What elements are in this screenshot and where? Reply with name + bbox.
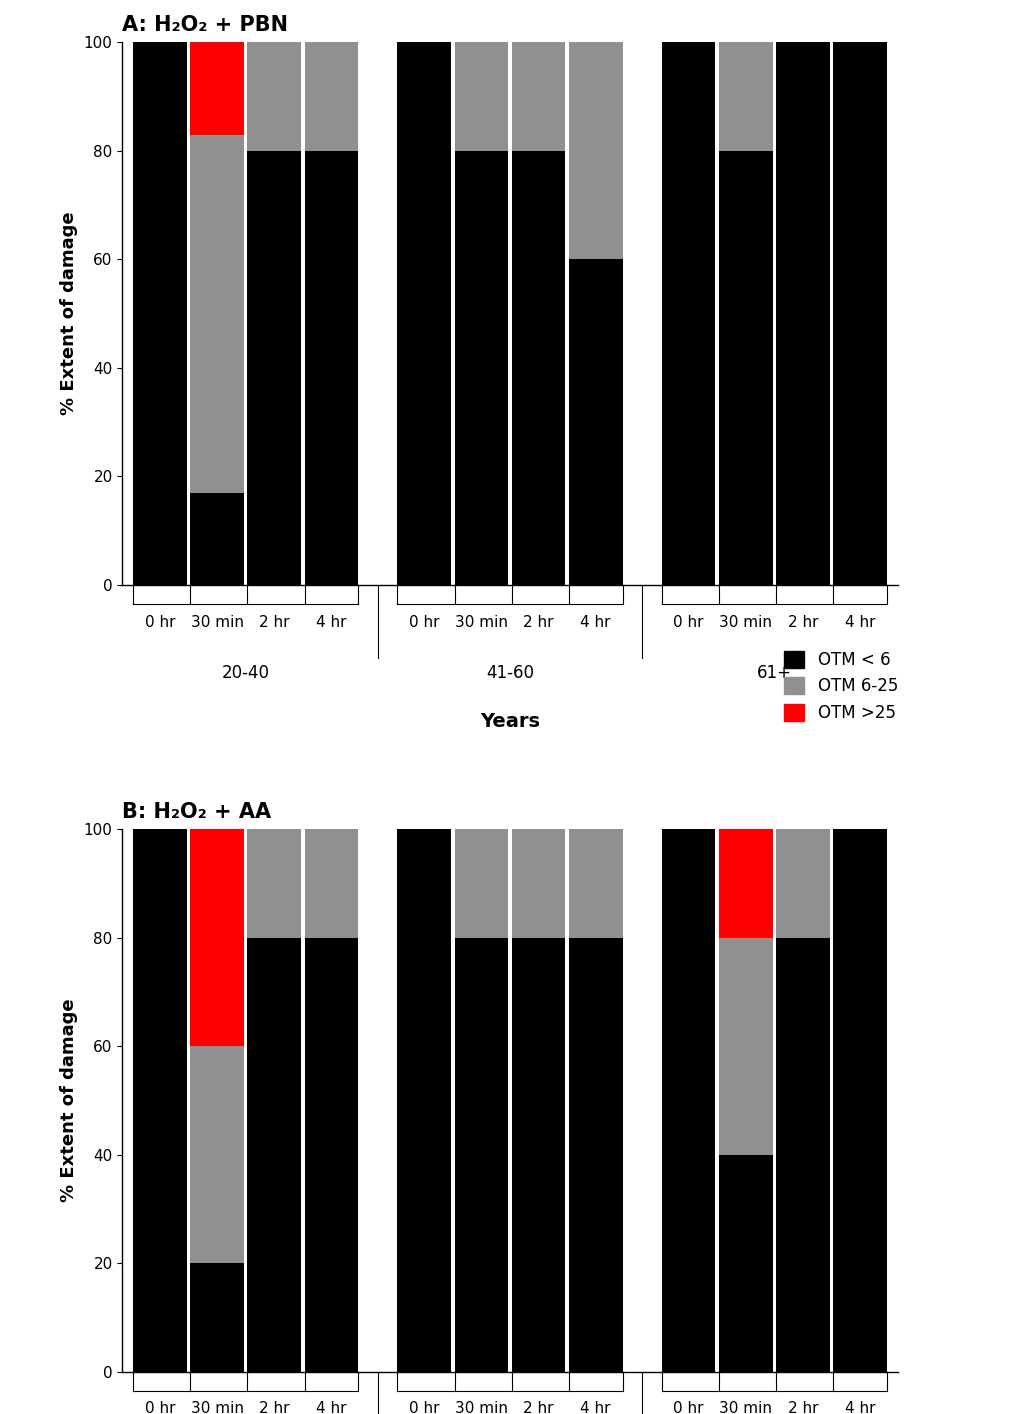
Bar (191, 492, 244, 585)
Bar (718, 151, 771, 585)
Text: 4 hr: 4 hr (316, 615, 346, 629)
Bar (191, 134, 244, 492)
Bar (775, 42, 828, 585)
Text: 2 hr: 2 hr (259, 615, 289, 629)
Bar (718, 937, 771, 1155)
Text: 4 hr: 4 hr (844, 1401, 874, 1414)
Legend: OTM < 6, OTM 6-25, OTM >25: OTM < 6, OTM 6-25, OTM >25 (776, 643, 904, 728)
Text: 2 hr: 2 hr (259, 1401, 289, 1414)
Text: 4 hr: 4 hr (844, 615, 874, 629)
Text: 30 min: 30 min (718, 615, 771, 629)
Bar (305, 937, 358, 1372)
Bar (248, 937, 301, 1372)
Text: 0 hr: 0 hr (673, 615, 703, 629)
Text: 30 min: 30 min (454, 1401, 507, 1414)
Y-axis label: % Extent of damage: % Extent of damage (60, 998, 78, 1202)
Bar (718, 829, 771, 937)
Text: 30 min: 30 min (454, 615, 507, 629)
Bar (661, 42, 714, 585)
Text: 30 min: 30 min (718, 1401, 771, 1414)
Bar (512, 829, 565, 937)
Bar (454, 42, 507, 151)
Bar (775, 937, 828, 1372)
Bar (191, 1263, 244, 1372)
Bar (569, 829, 622, 937)
Bar (397, 42, 450, 585)
Text: 0 hr: 0 hr (673, 1401, 703, 1414)
Y-axis label: % Extent of damage: % Extent of damage (60, 212, 78, 416)
Text: 30 min: 30 min (191, 615, 244, 629)
Bar (305, 151, 358, 585)
Bar (569, 937, 622, 1372)
Text: 0 hr: 0 hr (145, 615, 175, 629)
Bar (191, 829, 244, 1046)
Bar (569, 42, 622, 259)
Text: 61+: 61+ (756, 663, 791, 682)
Text: 2 hr: 2 hr (787, 615, 817, 629)
Bar (569, 259, 622, 585)
Bar (512, 937, 565, 1372)
Bar (718, 42, 771, 151)
Bar (833, 829, 886, 1372)
Text: Years: Years (480, 713, 539, 731)
Bar (305, 42, 358, 151)
Bar (661, 829, 714, 1372)
Text: 0 hr: 0 hr (409, 1401, 439, 1414)
Bar (248, 42, 301, 151)
Bar (397, 829, 450, 1372)
Text: 2 hr: 2 hr (523, 615, 553, 629)
Bar (133, 829, 186, 1372)
Bar (454, 829, 507, 937)
Text: 4 hr: 4 hr (580, 1401, 610, 1414)
Bar (305, 829, 358, 937)
Bar (191, 1046, 244, 1263)
Text: B: H₂O₂ + AA: B: H₂O₂ + AA (122, 802, 271, 822)
Bar (833, 42, 886, 585)
Text: 20-40: 20-40 (221, 663, 269, 682)
Bar (248, 829, 301, 937)
Bar (454, 151, 507, 585)
Bar (248, 151, 301, 585)
Bar (718, 1155, 771, 1372)
Text: A: H₂O₂ + PBN: A: H₂O₂ + PBN (122, 16, 288, 35)
Text: 41-60: 41-60 (485, 663, 534, 682)
Text: 0 hr: 0 hr (145, 1401, 175, 1414)
Text: 2 hr: 2 hr (787, 1401, 817, 1414)
Text: 30 min: 30 min (191, 1401, 244, 1414)
Bar (512, 42, 565, 151)
Text: 0 hr: 0 hr (409, 615, 439, 629)
Bar (512, 151, 565, 585)
Bar (191, 42, 244, 134)
Bar (775, 829, 828, 937)
Text: 4 hr: 4 hr (316, 1401, 346, 1414)
Text: 4 hr: 4 hr (580, 615, 610, 629)
Text: 2 hr: 2 hr (523, 1401, 553, 1414)
Bar (454, 937, 507, 1372)
Bar (133, 42, 186, 585)
